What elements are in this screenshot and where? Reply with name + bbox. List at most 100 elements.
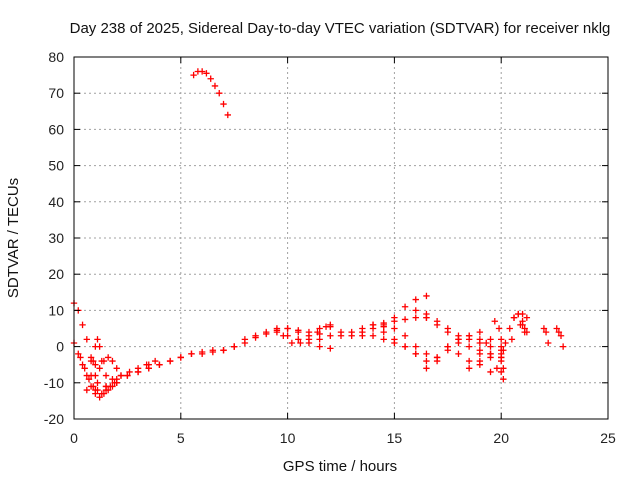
data-point: [252, 332, 259, 339]
data-point: [423, 357, 430, 365]
data-point: [540, 325, 548, 332]
data-point: [316, 343, 323, 350]
y-tick-label: 30: [48, 230, 64, 246]
data-point: [156, 361, 163, 368]
data-point: [220, 100, 227, 108]
data-point: [487, 336, 494, 343]
data-point: [465, 343, 473, 350]
data-point: [316, 336, 323, 343]
data-point: [87, 357, 95, 365]
data-point: [508, 336, 516, 343]
data-point: [94, 336, 101, 343]
data-point: [134, 365, 142, 372]
axis-ticks: 0 5 10 15 20 25 -20 -10 0 10 20 30 40 50 60 70 80: [44, 49, 616, 446]
series-arc-19: [391, 325, 441, 365]
data-point: [401, 343, 409, 350]
chart-title: Day 238 of 2025, Sidereal Day-to-day VTE…: [70, 20, 611, 37]
data-point: [284, 325, 291, 332]
data-point: [113, 365, 120, 372]
data-point: [75, 350, 82, 358]
data-point: [87, 372, 95, 379]
data-point: [455, 350, 462, 358]
data-point: [412, 296, 419, 303]
data-point: [380, 328, 387, 336]
grid-lines: [74, 57, 608, 419]
series-arc-32: [519, 321, 531, 336]
series-arc-13: [273, 328, 334, 352]
data-point: [495, 325, 503, 332]
data-point: [444, 343, 451, 350]
data-point: [391, 325, 398, 332]
x-tick-label: 5: [177, 430, 185, 446]
x-tick-label: 10: [280, 430, 296, 446]
y-tick-label: 60: [48, 121, 64, 137]
data-point: [423, 292, 430, 300]
data-point: [391, 314, 398, 321]
data-point: [544, 339, 552, 347]
data-point: [487, 354, 494, 361]
data-point: [241, 336, 249, 343]
x-axis-label: GPS time / hours: [283, 458, 397, 475]
series-arc-17: [359, 332, 419, 358]
data-point: [79, 361, 86, 368]
x-tick-label: 15: [387, 430, 403, 446]
data-point: [476, 350, 484, 358]
data-point: [94, 379, 101, 386]
data-point: [203, 70, 210, 77]
series-arc-08: [109, 357, 159, 383]
data-point: [444, 328, 451, 336]
data-point: [491, 318, 498, 325]
data-point: [502, 339, 509, 347]
series-arc-20: [380, 292, 430, 329]
data-point: [476, 336, 484, 343]
series-arc-25: [444, 343, 505, 376]
data-point: [519, 310, 526, 318]
x-tick-label: 25: [600, 430, 616, 446]
data-point: [198, 350, 206, 358]
data-point: [209, 348, 217, 356]
data-point: [314, 328, 321, 336]
series-arc-24: [433, 328, 494, 361]
series-arc-18: [369, 321, 430, 365]
data-point: [348, 328, 355, 336]
data-point: [98, 390, 105, 397]
data-point: [143, 361, 150, 368]
data-point: [369, 332, 377, 339]
data-point: [151, 357, 159, 365]
data-point: [126, 368, 133, 376]
data-point: [401, 303, 409, 310]
data-point: [542, 328, 550, 336]
data-point: [77, 354, 84, 361]
data-point: [145, 365, 152, 372]
data-point: [559, 343, 567, 350]
series-arc-29: [491, 318, 507, 354]
data-point: [305, 336, 313, 343]
data-point: [498, 336, 505, 343]
series-arc-28: [493, 310, 528, 372]
data-point: [288, 339, 296, 347]
data-point: [510, 314, 518, 321]
data-point: [391, 336, 398, 343]
data-point: [316, 325, 323, 332]
data-point: [380, 336, 387, 343]
y-tick-label: -10: [44, 375, 64, 391]
data-point: [455, 339, 462, 347]
data-point: [207, 75, 214, 82]
data-point: [493, 365, 501, 372]
data-point: [498, 350, 505, 358]
data-point: [506, 325, 513, 332]
series-arc-30: [498, 350, 507, 383]
data-point: [100, 357, 108, 365]
data-point: [297, 339, 304, 347]
data-point: [555, 328, 563, 336]
data-point: [124, 372, 131, 379]
series-arc-10: [190, 68, 231, 119]
data-point: [401, 332, 409, 339]
data-point: [188, 350, 195, 358]
series-arc-21: [412, 307, 494, 350]
x-tick-label: 20: [493, 430, 509, 446]
data-point: [500, 365, 507, 372]
data-point: [519, 321, 526, 329]
data-point: [109, 357, 116, 365]
